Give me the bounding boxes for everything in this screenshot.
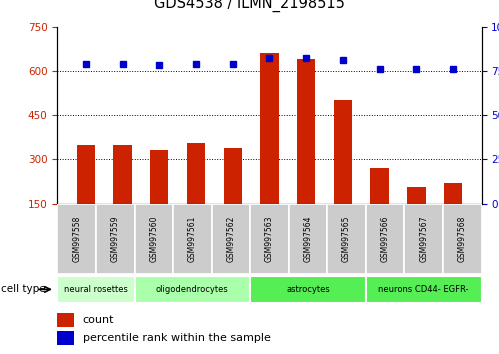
Bar [407,187,426,204]
Bar [289,204,327,274]
Bar [366,276,482,303]
Text: GSM997563: GSM997563 [265,216,274,262]
Bar [250,276,366,303]
Bar [135,276,250,303]
Bar [150,150,169,204]
Bar [135,204,173,274]
Bar [187,143,205,204]
Text: astrocytes: astrocytes [286,285,330,294]
Bar [113,144,132,204]
Text: GSM997567: GSM997567 [419,216,428,262]
Bar [250,204,289,274]
Bar [444,183,462,204]
Text: GSM997566: GSM997566 [381,216,390,262]
Bar [173,204,212,274]
Text: GSM997558: GSM997558 [72,216,81,262]
Text: GDS4538 / ILMN_2198515: GDS4538 / ILMN_2198515 [154,0,345,12]
Text: GSM997565: GSM997565 [342,216,351,262]
Text: GSM997568: GSM997568 [458,216,467,262]
Text: oligodendrocytes: oligodendrocytes [156,285,229,294]
Text: GSM997562: GSM997562 [227,216,236,262]
Text: GSM997560: GSM997560 [149,216,158,262]
Bar [57,276,135,303]
Bar [57,331,74,345]
Bar [443,204,482,274]
Bar [212,204,250,274]
Bar [260,53,278,204]
Bar [96,204,135,274]
Bar [370,168,389,204]
Bar [327,204,366,274]
Bar [366,204,404,274]
Bar [224,148,242,204]
Bar [57,313,74,327]
Bar [77,144,95,204]
Text: GSM997559: GSM997559 [111,216,120,262]
Bar [297,59,315,204]
Text: percentile rank within the sample: percentile rank within the sample [83,333,271,343]
Bar [404,204,443,274]
Text: GSM997561: GSM997561 [188,216,197,262]
Bar [57,204,96,274]
Text: neurons CD44- EGFR-: neurons CD44- EGFR- [378,285,469,294]
Bar [334,100,352,204]
Text: neural rosettes: neural rosettes [64,285,128,294]
Text: count: count [83,315,114,325]
Text: GSM997564: GSM997564 [303,216,312,262]
Text: cell type: cell type [1,284,45,295]
